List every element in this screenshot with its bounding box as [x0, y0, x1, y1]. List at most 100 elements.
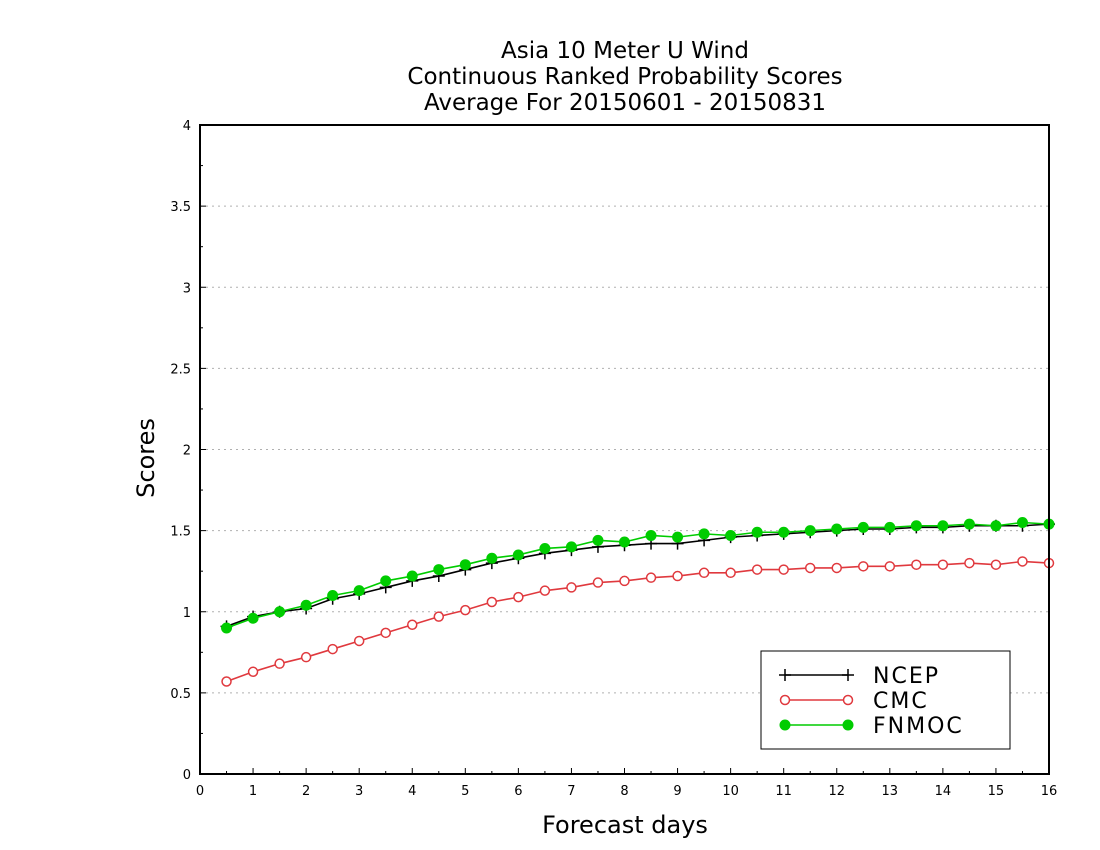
data-point-fnmoc	[963, 518, 975, 530]
data-point-fnmoc	[804, 525, 816, 537]
y-tick-label: 3	[183, 281, 191, 296]
legend-marker-cmc	[842, 694, 854, 706]
data-point-fnmoc	[433, 564, 445, 576]
x-tick-label: 3	[355, 784, 363, 799]
y-tick-label: 1	[183, 606, 191, 621]
x-tick-label: 6	[514, 784, 522, 799]
data-point-cmc	[778, 564, 789, 575]
legend-marker-fnmoc	[779, 719, 791, 731]
data-point-fnmoc	[247, 612, 259, 624]
data-point-cmc	[990, 559, 1002, 570]
legend-label-fnmoc: FNMOC	[873, 714, 964, 739]
data-point-cmc	[353, 635, 365, 647]
data-point-cmc	[672, 570, 683, 582]
data-point-fnmoc	[778, 526, 790, 538]
legend-entry-fnmoc: FNMOC	[779, 714, 964, 739]
data-point-cmc	[221, 676, 232, 687]
data-point-cmc	[725, 567, 736, 579]
legend-marker-ncep	[779, 669, 791, 681]
legend-label-ncep: NCEP	[873, 664, 940, 689]
data-point-cmc	[433, 611, 445, 622]
data-point-cmc	[964, 557, 975, 569]
series-cmc	[221, 556, 1055, 687]
data-point-cmc	[486, 596, 498, 608]
data-point-fnmoc	[380, 575, 392, 587]
x-tick-label: 4	[408, 784, 416, 799]
data-point-cmc	[407, 619, 418, 630]
legend-entry-cmc: CMC	[779, 689, 929, 714]
x-tick-label: 14	[935, 784, 952, 799]
y-tick-label: 3.5	[170, 200, 191, 215]
y-tick-label: 0	[183, 768, 191, 783]
data-point-fnmoc	[406, 570, 418, 582]
data-point-cmc	[937, 559, 949, 570]
data-point-cmc	[247, 666, 259, 678]
x-tick-label: 7	[567, 784, 575, 799]
data-point-cmc	[513, 591, 524, 603]
data-point-fnmoc	[300, 599, 312, 611]
y-tick-label: 2.5	[170, 362, 191, 377]
legend-marker-cmc	[779, 694, 791, 706]
data-point-cmc	[539, 585, 551, 596]
x-tick-label: 16	[1041, 784, 1058, 799]
x-tick-label: 13	[882, 784, 899, 799]
data-point-fnmoc	[565, 541, 577, 553]
y-tick-label: 0.5	[170, 687, 191, 702]
legend-label-cmc: CMC	[873, 689, 929, 714]
x-tick-label: 0	[196, 784, 204, 799]
data-point-cmc	[619, 575, 630, 587]
data-point-fnmoc	[592, 534, 604, 546]
data-point-cmc	[911, 559, 922, 570]
series-ncep	[220, 518, 1055, 633]
data-point-cmc	[1017, 556, 1028, 567]
data-point-fnmoc	[857, 521, 869, 533]
data-point-fnmoc	[486, 552, 498, 564]
data-point-fnmoc	[937, 520, 949, 532]
data-point-fnmoc	[990, 520, 1002, 532]
data-point-cmc	[274, 658, 285, 669]
data-point-fnmoc	[539, 542, 551, 554]
data-point-fnmoc	[327, 590, 339, 602]
data-point-cmc	[804, 562, 816, 574]
x-tick-label: 12	[828, 784, 845, 799]
x-axis-label: Forecast days	[542, 811, 708, 839]
data-point-cmc	[645, 572, 657, 583]
chart-title-line: Continuous Ranked Probability Scores	[407, 64, 842, 90]
data-point-fnmoc	[672, 531, 684, 543]
data-point-fnmoc	[910, 520, 922, 532]
series-line-fnmoc	[226, 521, 1050, 629]
series-lines	[220, 517, 1055, 687]
chart-title-line: Asia 10 Meter U Wind	[501, 38, 749, 64]
data-point-fnmoc	[725, 529, 737, 541]
data-point-cmc	[566, 582, 577, 593]
data-point-fnmoc	[274, 606, 286, 618]
data-point-fnmoc	[619, 536, 630, 548]
x-tick-label: 2	[302, 784, 310, 799]
legend-marker-fnmoc	[842, 719, 854, 731]
data-point-cmc	[858, 561, 869, 572]
legend-marker-ncep	[842, 669, 854, 681]
grid-lines	[200, 205, 1049, 694]
y-tick-label: 1.5	[170, 525, 191, 540]
x-tick-label: 5	[461, 784, 469, 799]
x-tick-label: 10	[722, 784, 739, 799]
y-tick-label: 4	[183, 119, 191, 134]
x-tick-label: 8	[620, 784, 628, 799]
axis-labels: Forecast days Scores	[132, 418, 708, 839]
data-point-cmc	[300, 651, 312, 663]
data-point-fnmoc	[698, 528, 710, 540]
data-point-fnmoc	[751, 526, 763, 538]
data-point-cmc	[831, 562, 842, 574]
data-point-fnmoc	[459, 559, 471, 571]
x-tick-label: 11	[775, 784, 792, 799]
data-point-cmc	[380, 627, 391, 639]
data-point-cmc	[592, 577, 604, 588]
y-tick-label: 2	[183, 444, 191, 459]
x-tick-label: 15	[988, 784, 1005, 799]
data-point-cmc	[698, 567, 710, 579]
chart-title-line: Average For 20150601 - 20150831	[424, 90, 826, 116]
x-tick-label: 1	[249, 784, 257, 799]
